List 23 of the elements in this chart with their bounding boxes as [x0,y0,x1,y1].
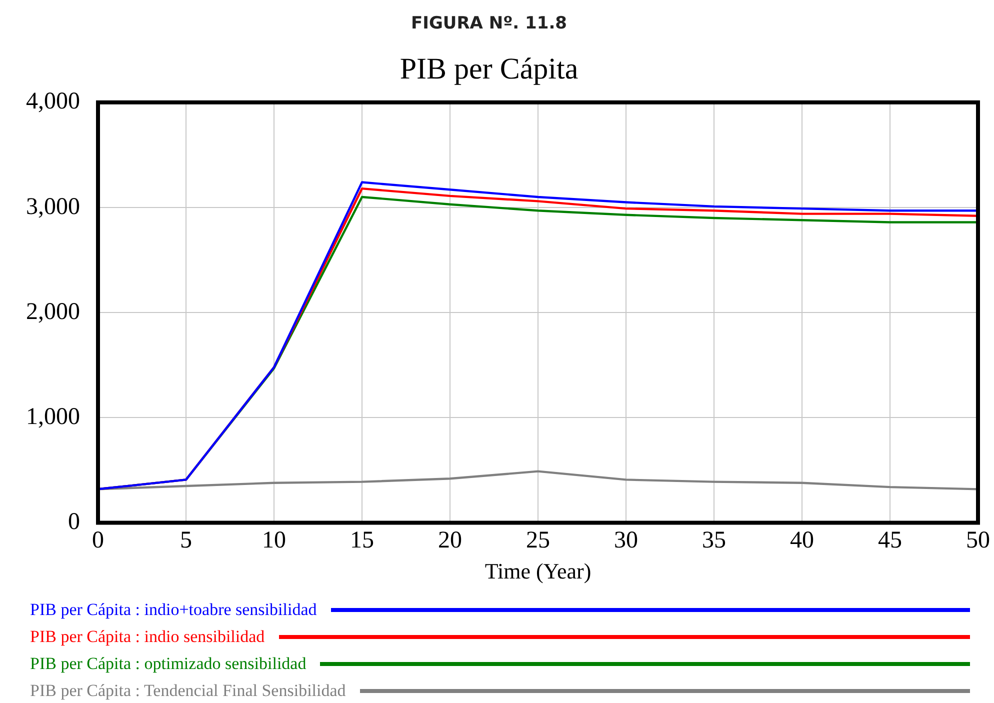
x-tick-label: 15 [350,527,374,554]
y-tick-label: 0 [68,509,80,536]
x-tick-label: 45 [878,527,902,554]
x-tick-label: 35 [702,527,726,554]
chart-subtitle: PIB per Cápita [400,52,578,86]
y-tick-label: 2,000 [26,298,80,325]
x-tick-label: 20 [438,527,462,554]
x-axis-title: Time (Year) [484,558,592,584]
text: PIB per Cápita : optimizado sensibilidad [30,654,306,674]
y-tick-label: 1,000 [26,404,80,430]
y-tick-label: 4,000 [26,88,80,115]
y-tick-label: 3,000 [26,194,80,220]
x-tick-label: 50 [966,527,990,554]
x-tick-label: 0 [92,527,104,554]
text: PIB per Cápita : indio sensibilidad [30,626,265,646]
x-tick-label: 10 [262,527,286,554]
x-tick-label: 40 [790,527,814,554]
x-tick-label: 5 [180,527,192,554]
x-tick-label: 30 [614,527,638,554]
text: PIB per Cápita : Tendencial Final Sensibilidad [30,680,346,700]
text: PIB per Cápita : indio+toabre sensibilidad [30,600,317,620]
chart-title: FIGURA Nº. 11.8 [411,14,567,34]
x-tick-label: 25 [526,527,550,554]
